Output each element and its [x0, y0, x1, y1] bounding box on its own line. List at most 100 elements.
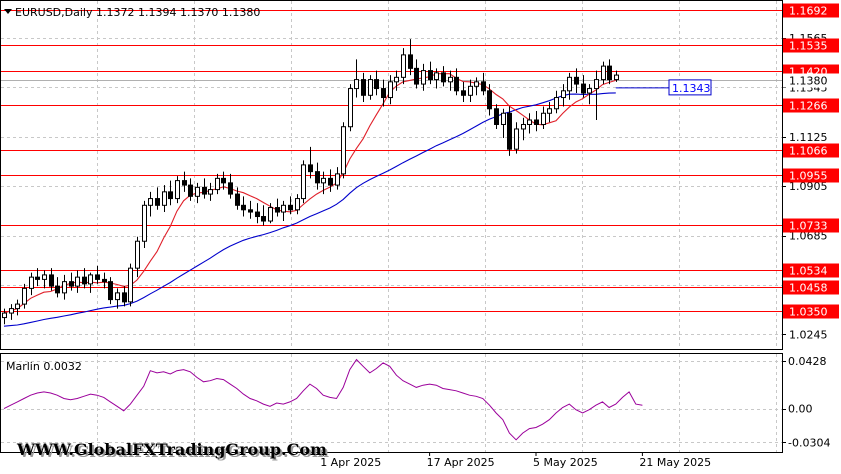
candle: [155, 187, 160, 210]
candle: [408, 39, 413, 76]
candle: [394, 70, 399, 91]
candle: [268, 203, 273, 224]
candle: [481, 72, 486, 96]
candle: [62, 274, 67, 300]
candle: [82, 268, 87, 289]
candle: [75, 270, 80, 293]
candle: [348, 84, 353, 132]
candle: [487, 84, 492, 116]
candle: [122, 286, 127, 307]
candle: [29, 272, 34, 296]
candle: [69, 272, 74, 291]
candle: [527, 113, 532, 134]
level-label-1.0350: 1.0350: [789, 306, 828, 319]
candle: [514, 122, 519, 154]
candle: [95, 265, 100, 284]
candles: [2, 39, 619, 325]
dropdown-triangle-icon[interactable]: [4, 9, 12, 14]
candle: [468, 79, 473, 103]
candle: [182, 171, 187, 192]
candle: [202, 178, 207, 199]
price-tick-label: 1.0685: [789, 230, 828, 243]
level-label-1.1380: 1.1380: [789, 75, 828, 88]
level-label-1.1066: 1.1066: [789, 145, 828, 158]
candle: [261, 205, 266, 226]
site-watermark: WWW.GlobalFXTradingGroup.Com WWW.GlobalF…: [16, 440, 329, 461]
candle: [221, 171, 226, 190]
marlin-oscillator: [3, 358, 643, 441]
level-label-1.1692: 1.1692: [789, 5, 828, 18]
level-labels: 1.16921.15351.14201.13801.12661.10661.09…: [668, 3, 839, 319]
candle: [554, 90, 559, 114]
candle: [108, 277, 113, 305]
candle: [162, 185, 167, 213]
candle: [414, 59, 419, 89]
candle: [208, 182, 213, 201]
candle: [501, 108, 506, 138]
candle: [614, 70, 619, 82]
date-tick-label: 5 May 2025: [533, 456, 598, 469]
candle: [448, 70, 453, 91]
candle: [507, 106, 512, 156]
candle: [335, 167, 340, 190]
candle: [368, 75, 373, 100]
slow-ma-line: [3, 92, 616, 327]
level-tag-1.1066: [783, 143, 839, 158]
candle: [22, 283, 27, 309]
date-tick-label: 1 Apr 2025: [320, 456, 381, 469]
candle: [2, 308, 7, 325]
level-label-1.1535: 1.1535: [789, 40, 828, 53]
indicator-label: Marlin 0.0032: [6, 360, 82, 373]
candle: [308, 146, 313, 179]
candle: [128, 263, 133, 307]
candle: [115, 288, 120, 309]
candle: [521, 117, 526, 141]
candle: [281, 200, 286, 222]
level-tag-1.1692: [783, 3, 839, 18]
candle: [474, 77, 479, 96]
marlin-line: [3, 358, 643, 441]
candle: [428, 61, 433, 85]
candle: [567, 72, 572, 100]
level-tag-1.0733: [783, 218, 839, 233]
candle: [288, 196, 293, 215]
current-price-tag: [783, 73, 839, 88]
candle: [561, 84, 566, 107]
candle: [15, 299, 20, 316]
candle: [55, 277, 60, 298]
candle: [135, 236, 140, 278]
candle: [594, 70, 599, 120]
price-tick-label: 1.0245: [789, 328, 828, 341]
date-tick-label: 17 Apr 2025: [427, 456, 495, 469]
candle: [421, 63, 426, 91]
level-tag-1.1535: [783, 38, 839, 53]
candle: [215, 173, 220, 195]
ma-value-label: 1.1343: [672, 82, 711, 95]
candle: [607, 59, 612, 85]
level-tag-1.0458: [783, 280, 839, 295]
candle: [42, 270, 47, 289]
candle: [241, 196, 246, 217]
candle: [461, 81, 466, 103]
candle: [35, 268, 40, 287]
level-tag-1.0534: [783, 263, 839, 278]
symbol-header: EURUSD,Daily 1.1372 1.1394 1.1370 1.1380: [15, 6, 260, 19]
candle: [441, 66, 446, 87]
candle: [354, 59, 359, 98]
candle: [388, 75, 393, 105]
candle: [295, 194, 300, 215]
candle: [321, 171, 326, 195]
candle: [315, 162, 320, 190]
candle: [102, 272, 107, 289]
candle: [494, 104, 499, 129]
candle: [255, 203, 260, 224]
price-tick-label: 1.1125: [789, 131, 828, 144]
candle: [188, 178, 193, 201]
candle: [88, 272, 93, 293]
level-label-1.0458: 1.0458: [789, 282, 828, 295]
candle: [248, 200, 253, 219]
price-tick-label: 1.0905: [789, 180, 828, 193]
level-tag-1.1266: [783, 98, 839, 113]
date-tick-label: 21 May 2025: [639, 456, 711, 469]
